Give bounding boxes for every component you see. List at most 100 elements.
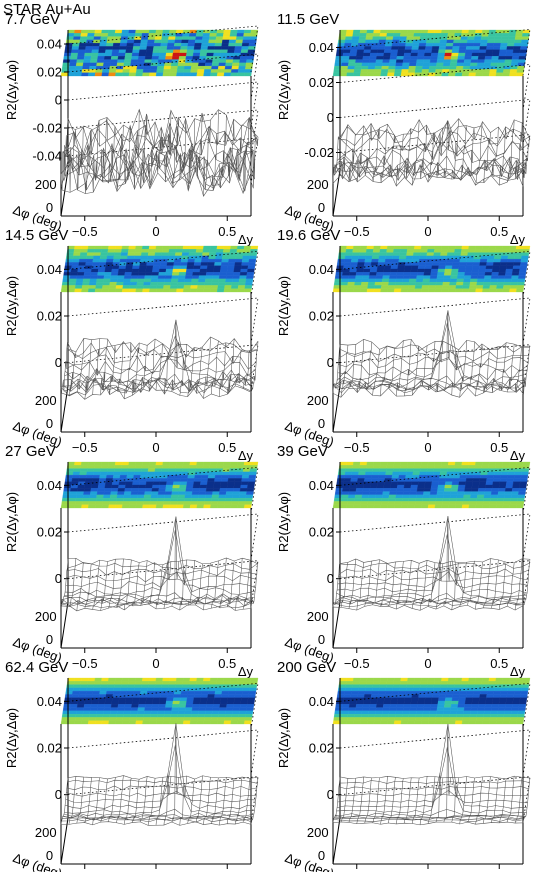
heatmap-cell	[181, 39, 189, 44]
heatmap-cell	[185, 704, 194, 708]
heatmap-cell	[76, 704, 85, 708]
heatmap-cell	[380, 720, 388, 725]
mesh-line	[147, 338, 156, 392]
heatmap-cell	[138, 52, 147, 57]
heatmap-cell	[475, 720, 483, 725]
heatmap-cell	[249, 684, 258, 689]
heatmap-cell	[391, 474, 400, 479]
heatmap-cell	[185, 272, 194, 276]
heatmap-cell	[164, 62, 172, 67]
heatmap-cell	[238, 65, 246, 70]
heatmap-cell	[436, 59, 445, 64]
mesh-line	[219, 115, 227, 188]
heatmap-cell	[488, 504, 497, 509]
heatmap-cell	[243, 465, 251, 469]
heatmap-cell	[140, 39, 149, 44]
heatmap-cell	[472, 46, 481, 50]
mesh-line	[336, 322, 527, 385]
heatmap-cell	[410, 484, 419, 489]
heatmap-cell	[102, 501, 110, 505]
heatmap-cell	[349, 484, 358, 489]
heatmap-cell	[404, 46, 413, 50]
heatmap-cell	[180, 46, 188, 50]
heatmap-cell	[404, 697, 412, 702]
heatmap-cell	[339, 504, 348, 509]
heatmap-cell	[456, 494, 465, 499]
mesh-line	[68, 129, 77, 193]
heatmap-cell	[244, 72, 252, 77]
heatmap-cell	[431, 694, 440, 698]
heatmap-cell	[180, 690, 189, 695]
heatmap-cell	[243, 29, 252, 34]
heatmap-cell	[159, 694, 168, 698]
heatmap-cell	[517, 710, 526, 715]
heatmap-cell	[157, 491, 166, 496]
heatmap-cell	[417, 700, 425, 705]
heatmap-cell	[106, 42, 114, 47]
y-tick-label: 200	[307, 609, 329, 624]
heatmap-cell	[166, 265, 174, 270]
heatmap-cell	[458, 697, 467, 702]
heatmap-cell	[465, 478, 474, 482]
heatmap-cell	[434, 288, 443, 293]
heatmap-cell	[376, 52, 385, 57]
heatmap-cell	[107, 468, 115, 473]
heatmap-cell	[104, 268, 113, 273]
heatmap-cell	[192, 704, 200, 708]
mesh-line	[100, 338, 108, 395]
heatmap-cell	[244, 504, 252, 509]
heatmap-cell	[459, 258, 468, 263]
heatmap-cell	[474, 36, 482, 41]
heatmap-cell	[430, 700, 439, 705]
heatmap-cell	[76, 275, 85, 280]
heatmap-cell	[486, 474, 495, 479]
heatmap-cell	[521, 36, 530, 41]
heatmap-cell	[472, 262, 481, 266]
heatmap-cell	[492, 262, 501, 266]
heatmap-cell	[354, 62, 363, 67]
heatmap-cell	[107, 33, 116, 37]
heatmap-cell	[106, 39, 115, 44]
heatmap-cell	[225, 494, 233, 499]
heatmap-cell	[135, 504, 144, 509]
heatmap-cell	[90, 704, 99, 708]
heatmap-cell	[490, 710, 499, 715]
mesh-line	[451, 777, 460, 823]
heatmap-cell	[375, 278, 383, 283]
heatmap-cell	[484, 491, 492, 496]
heatmap-cell	[68, 65, 77, 70]
heatmap-cell	[80, 461, 89, 466]
heatmap-cell	[406, 684, 414, 689]
heatmap-cell	[481, 29, 490, 34]
heatmap-cell	[488, 245, 497, 250]
heatmap-cell	[147, 36, 156, 41]
heatmap-cell	[155, 677, 164, 682]
heatmap-cell	[145, 700, 153, 705]
heatmap-cell	[506, 478, 515, 482]
heatmap-cell	[362, 56, 371, 60]
heatmap-cell	[218, 494, 227, 499]
heatmap-cell	[237, 504, 245, 509]
heatmap-cell	[334, 707, 343, 712]
heatmap-cell	[391, 46, 399, 50]
heatmap-cell	[393, 461, 402, 466]
heatmap-cell	[96, 707, 105, 712]
heatmap-cell	[78, 694, 87, 698]
heatmap-cell	[161, 684, 169, 689]
heatmap-cell	[143, 713, 151, 718]
heatmap-cell	[72, 690, 80, 695]
heatmap-cell	[116, 713, 124, 718]
heatmap-cell	[361, 491, 370, 496]
heatmap-cell	[436, 707, 445, 712]
heatmap-cell	[420, 465, 428, 469]
heatmap-cell	[177, 278, 186, 283]
heatmap-cell	[393, 465, 401, 469]
heatmap-cell	[150, 710, 159, 715]
heatmap-cell	[206, 49, 215, 54]
heatmap-cell	[413, 681, 422, 685]
heatmap-cell	[392, 36, 401, 41]
heatmap-cell	[424, 697, 433, 702]
heatmap-cell	[339, 72, 348, 77]
mesh-line	[403, 128, 412, 179]
